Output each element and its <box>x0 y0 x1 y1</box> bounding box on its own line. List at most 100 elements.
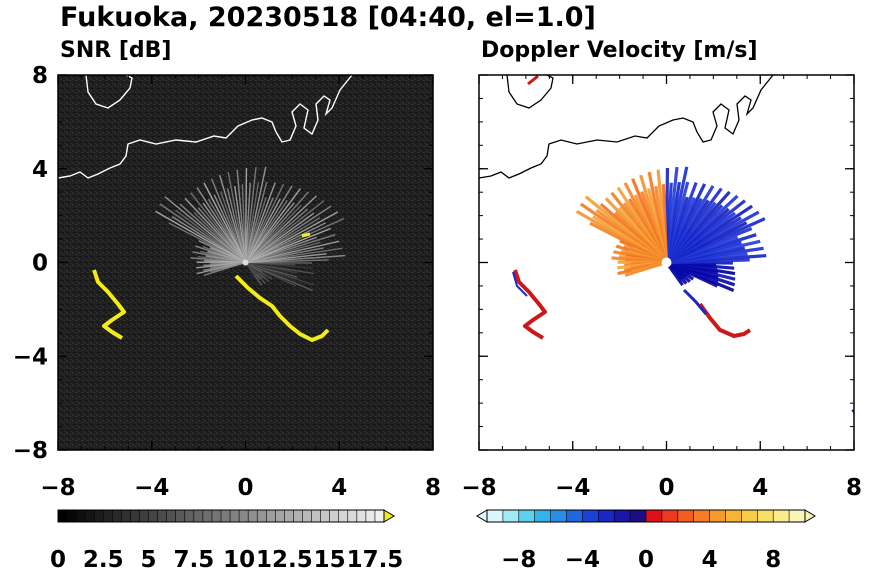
snr-echo-ray <box>245 218 345 264</box>
snr-radar-site <box>242 259 249 266</box>
doppler-colorbar-extend-arrow-high <box>804 509 816 523</box>
snr-y-tick-label: −4 <box>13 344 48 370</box>
snr-y-tick-label: 0 <box>32 251 48 277</box>
snr-colorbar-tick-label: 10 <box>223 547 255 570</box>
snr-colorbar-tick-label: 15 <box>314 547 346 570</box>
snr-colorbar-cell <box>94 510 104 522</box>
snr-colorbar-cell <box>320 510 330 522</box>
snr-colorbar-tick-label: 7.5 <box>173 547 214 570</box>
snr-coastline-island <box>85 75 133 109</box>
snr-colorbar-cell <box>356 510 367 522</box>
snr-echo-ray <box>245 195 317 264</box>
doppler-rain-band <box>513 269 547 340</box>
doppler-colorbar-cell <box>677 510 694 522</box>
doppler-colorbar-tick-label: −8 <box>501 547 536 570</box>
snr-colorbar-tick-label: 0 <box>50 547 66 570</box>
snr-echo-fan <box>155 166 346 292</box>
snr-colorbar-cell <box>67 510 77 522</box>
snr-axes: −8 −4 0 4 8 8 4 0 −4 −8 <box>13 63 441 501</box>
snr-echo-ray <box>244 167 248 263</box>
snr-colorbar-cell <box>266 510 276 522</box>
doppler-colorbar-cell <box>614 510 631 522</box>
snr-colorbar-cell <box>148 510 158 522</box>
snr-echo-ray <box>210 178 247 263</box>
snr-echo-ray <box>203 182 247 263</box>
snr-x-tick-label: 8 <box>425 475 441 501</box>
snr-y-tick-label: 4 <box>32 157 48 183</box>
snr-echo-ray <box>218 174 247 263</box>
doppler-x-tick-label: 4 <box>752 475 768 501</box>
doppler-colorbar-cell <box>646 510 663 522</box>
snr-panel-title: SNR [dB] <box>60 38 171 63</box>
snr-colorbar-cell <box>221 510 231 522</box>
snr-colorbar-cell <box>338 510 349 522</box>
snr-echo-ray <box>245 211 339 264</box>
snr-colorbar-cell <box>202 510 213 522</box>
snr-colorbar-cell <box>103 510 113 522</box>
doppler-echo-fan <box>575 166 767 293</box>
snr-colorbar-cell <box>239 510 249 522</box>
snr-colorbar-cell <box>121 510 131 522</box>
doppler-panel: Doppler Velocity [m/s] −8 −4 0 4 8 −8 −4 0 4 8 <box>461 38 862 570</box>
snr-coastline <box>58 75 353 179</box>
snr-colorbar-cell <box>374 510 385 522</box>
doppler-colorbar-cell <box>534 510 551 522</box>
snr-echo-ray <box>245 205 332 264</box>
snr-echo-ray <box>244 166 257 263</box>
doppler-colorbar-cell <box>582 510 599 522</box>
snr-colorbar-tick-label: 12.5 <box>256 547 313 570</box>
doppler-colorbar-cell <box>550 510 567 522</box>
snr-colorbar-cell <box>230 510 240 522</box>
doppler-colorbar-cell <box>598 510 615 522</box>
doppler-colorbar-cell <box>725 510 742 522</box>
doppler-x-tick-label: −8 <box>461 475 496 501</box>
snr-colorbar-cell <box>166 510 177 522</box>
snr-colorbar: 0 2.5 5 7.5 10 12.5 15 17.5 <box>50 509 404 570</box>
doppler-coastline-island <box>506 75 554 109</box>
doppler-colorbar-cell <box>741 510 758 522</box>
doppler-colorbar-cell <box>773 510 790 522</box>
doppler-colorbar-extend-arrow-low <box>476 509 488 523</box>
snr-colorbar-cell <box>76 510 86 522</box>
snr-x-tick-label: 4 <box>331 475 347 501</box>
doppler-colorbar-cell <box>789 510 806 522</box>
snr-echo-ray <box>159 203 246 264</box>
doppler-colorbar-cell <box>518 510 535 522</box>
doppler-x-tick-label: 8 <box>846 475 862 501</box>
snr-colorbar-cell <box>365 510 376 522</box>
snr-colorbar-cell <box>302 510 312 522</box>
doppler-x-tick-label: −4 <box>555 475 590 501</box>
snr-colorbar-cell <box>175 510 186 522</box>
snr-colorbar-tick-label: 17.5 <box>347 547 404 570</box>
snr-echo-ray <box>164 196 246 264</box>
doppler-colorbar-tick-label: 4 <box>702 547 718 570</box>
snr-colorbar-cell <box>311 510 321 522</box>
snr-colorbar-cell <box>85 510 95 522</box>
doppler-axes: −8 −4 0 4 8 <box>461 74 862 501</box>
snr-colorbar-cell <box>257 510 267 522</box>
snr-rain-band <box>92 269 126 340</box>
snr-x-tick-label: −8 <box>40 475 75 501</box>
snr-panel: SNR [dB] −8 −4 0 4 8 8 4 0 −4 −8 0 2.5 5 7.5 10 12.5 15… <box>13 38 441 570</box>
doppler-radar-site <box>661 257 672 268</box>
snr-echo-ray <box>244 188 301 263</box>
doppler-colorbar-tick-label: −4 <box>565 547 600 570</box>
snr-echo-ray <box>244 191 310 263</box>
snr-y-tick-label: −8 <box>13 438 48 464</box>
snr-y-tick-label: 8 <box>32 63 48 89</box>
doppler-colorbar: −8 −4 0 4 8 <box>476 509 816 570</box>
snr-colorbar-frame <box>57 509 385 523</box>
snr-colorbar-cell <box>284 510 294 522</box>
snr-echo-ray <box>244 185 293 263</box>
snr-colorbar-cell <box>347 510 358 522</box>
doppler-colorbar-frame <box>486 509 806 523</box>
doppler-colorbar-cell <box>487 510 504 522</box>
snr-echo-ray <box>203 261 246 277</box>
doppler-colorbar-cell <box>693 510 710 522</box>
snr-echo-ray <box>155 210 246 264</box>
snr-x-tick-label: 0 <box>237 475 253 501</box>
doppler-rain-band <box>682 288 708 315</box>
doppler-rain-band <box>512 271 528 297</box>
snr-colorbar-cell <box>112 510 122 522</box>
